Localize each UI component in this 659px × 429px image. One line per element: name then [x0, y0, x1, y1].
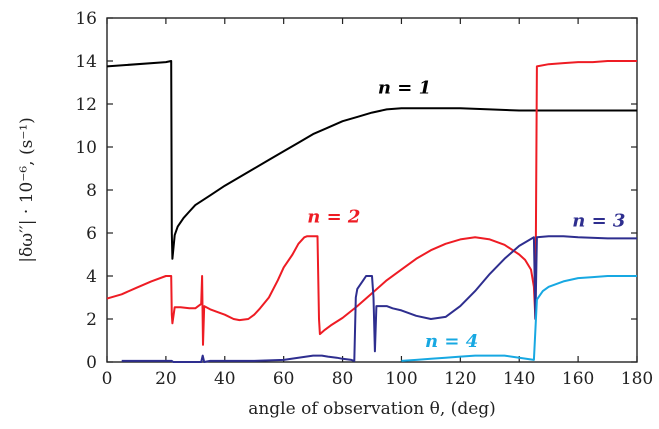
plot-frame	[106, 17, 638, 363]
y-tick-label: 0	[86, 353, 97, 373]
series-line-n3	[121, 235, 637, 363]
x-tick-label: 100	[385, 369, 417, 389]
series-line-n4	[401, 275, 637, 362]
x-axis-label: angle of observation θ, (deg)	[248, 399, 496, 419]
y-axis-label: |δω′′| · 10⁻⁶, (s⁻¹)	[17, 117, 37, 263]
y-tick-label: 6	[86, 224, 97, 244]
x-tick-label: 120	[444, 369, 476, 389]
tick-labels: 0 20 40 60 80 100 120 140 160 180 0 2 4 6 8 10 12 14 16	[75, 9, 653, 389]
y-tick-label: 16	[75, 9, 97, 29]
series-label-n2: n = 2	[307, 206, 360, 227]
x-tick-label: 160	[562, 369, 594, 389]
y-tick-label: 2	[86, 310, 97, 330]
x-tick-label: 140	[503, 369, 535, 389]
axis-ticks	[106, 17, 638, 363]
x-tick-label: 0	[102, 369, 113, 389]
y-tick-label: 10	[75, 138, 97, 158]
series-label-n1: n = 1	[378, 77, 431, 98]
series-labels: n = 1 n = 2 n = 3 n = 4	[307, 77, 625, 352]
x-tick-label: 20	[155, 369, 177, 389]
y-tick-label: 4	[86, 267, 97, 287]
x-tick-label: 60	[273, 369, 295, 389]
series-label-n4: n = 4	[425, 331, 478, 352]
x-tick-label: 180	[621, 369, 653, 389]
x-tick-label: 40	[214, 369, 236, 389]
series-layer	[106, 60, 637, 363]
series-line-n1	[106, 60, 637, 260]
y-tick-label: 12	[75, 95, 97, 115]
y-tick-label: 14	[75, 52, 97, 72]
series-label-n3: n = 3	[572, 211, 625, 232]
y-tick-label: 8	[86, 181, 97, 201]
x-tick-label: 80	[332, 369, 354, 389]
series-line-n2	[106, 60, 637, 346]
